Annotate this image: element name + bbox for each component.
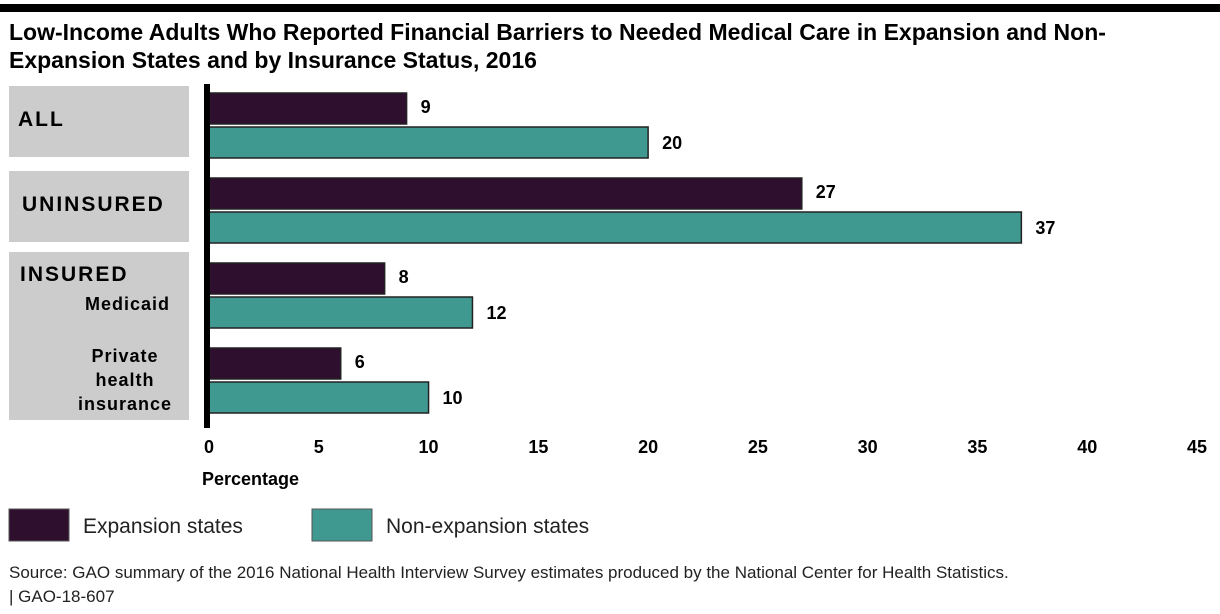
group-sublabel: health xyxy=(95,370,154,390)
y-axis-line xyxy=(204,84,210,428)
data-label: 6 xyxy=(355,352,365,372)
group-label-box xyxy=(9,86,189,157)
x-tick-label: 20 xyxy=(638,437,658,457)
data-label: 9 xyxy=(421,97,431,117)
bar-expansion xyxy=(208,177,803,210)
group-label: UNINSURED xyxy=(22,193,165,216)
bar-non-expansion xyxy=(208,211,1023,244)
legend-label: Expansion states xyxy=(83,515,243,538)
group-sublabel: Medicaid xyxy=(85,294,170,314)
bar-non-expansion xyxy=(208,381,430,414)
group-label: ALL xyxy=(18,108,65,131)
group-sublabel: Private xyxy=(91,346,158,366)
top-rule xyxy=(0,4,1220,12)
legend-label: Non-expansion states xyxy=(386,515,589,538)
x-axis-label: Percentage xyxy=(202,469,299,489)
group-label: INSURED xyxy=(20,263,129,286)
data-label: 37 xyxy=(1035,218,1055,238)
data-label: 10 xyxy=(443,388,463,408)
source-note: Source: GAO summary of the 2016 National… xyxy=(9,563,1009,582)
bar-expansion xyxy=(208,262,386,295)
x-tick-label: 25 xyxy=(748,437,768,457)
x-tick-label: 40 xyxy=(1077,437,1097,457)
chart-title: Low-Income Adults Who Reported Financial… xyxy=(9,19,1106,73)
x-tick-label: 45 xyxy=(1187,437,1207,457)
group-label-box xyxy=(9,171,189,242)
x-tick-label: 0 xyxy=(204,437,214,457)
bar-expansion xyxy=(208,347,342,380)
x-tick-label: 30 xyxy=(858,437,878,457)
data-label: 12 xyxy=(486,303,506,323)
data-label: 8 xyxy=(399,267,409,287)
bar-non-expansion xyxy=(208,126,649,159)
data-label: 20 xyxy=(662,133,682,153)
bar-non-expansion xyxy=(208,296,474,329)
data-label: 27 xyxy=(816,182,836,202)
x-tick-label: 35 xyxy=(967,437,987,457)
bar-expansion xyxy=(208,92,408,125)
legend-swatch xyxy=(8,508,70,542)
group-sublabel: insurance xyxy=(78,394,172,414)
legend-swatch xyxy=(311,508,373,542)
x-tick-label: 5 xyxy=(314,437,324,457)
x-tick-label: 15 xyxy=(528,437,548,457)
x-tick-label: 10 xyxy=(419,437,439,457)
report-id: | GAO-18-607 xyxy=(9,587,115,606)
group-label-box xyxy=(9,252,189,420)
